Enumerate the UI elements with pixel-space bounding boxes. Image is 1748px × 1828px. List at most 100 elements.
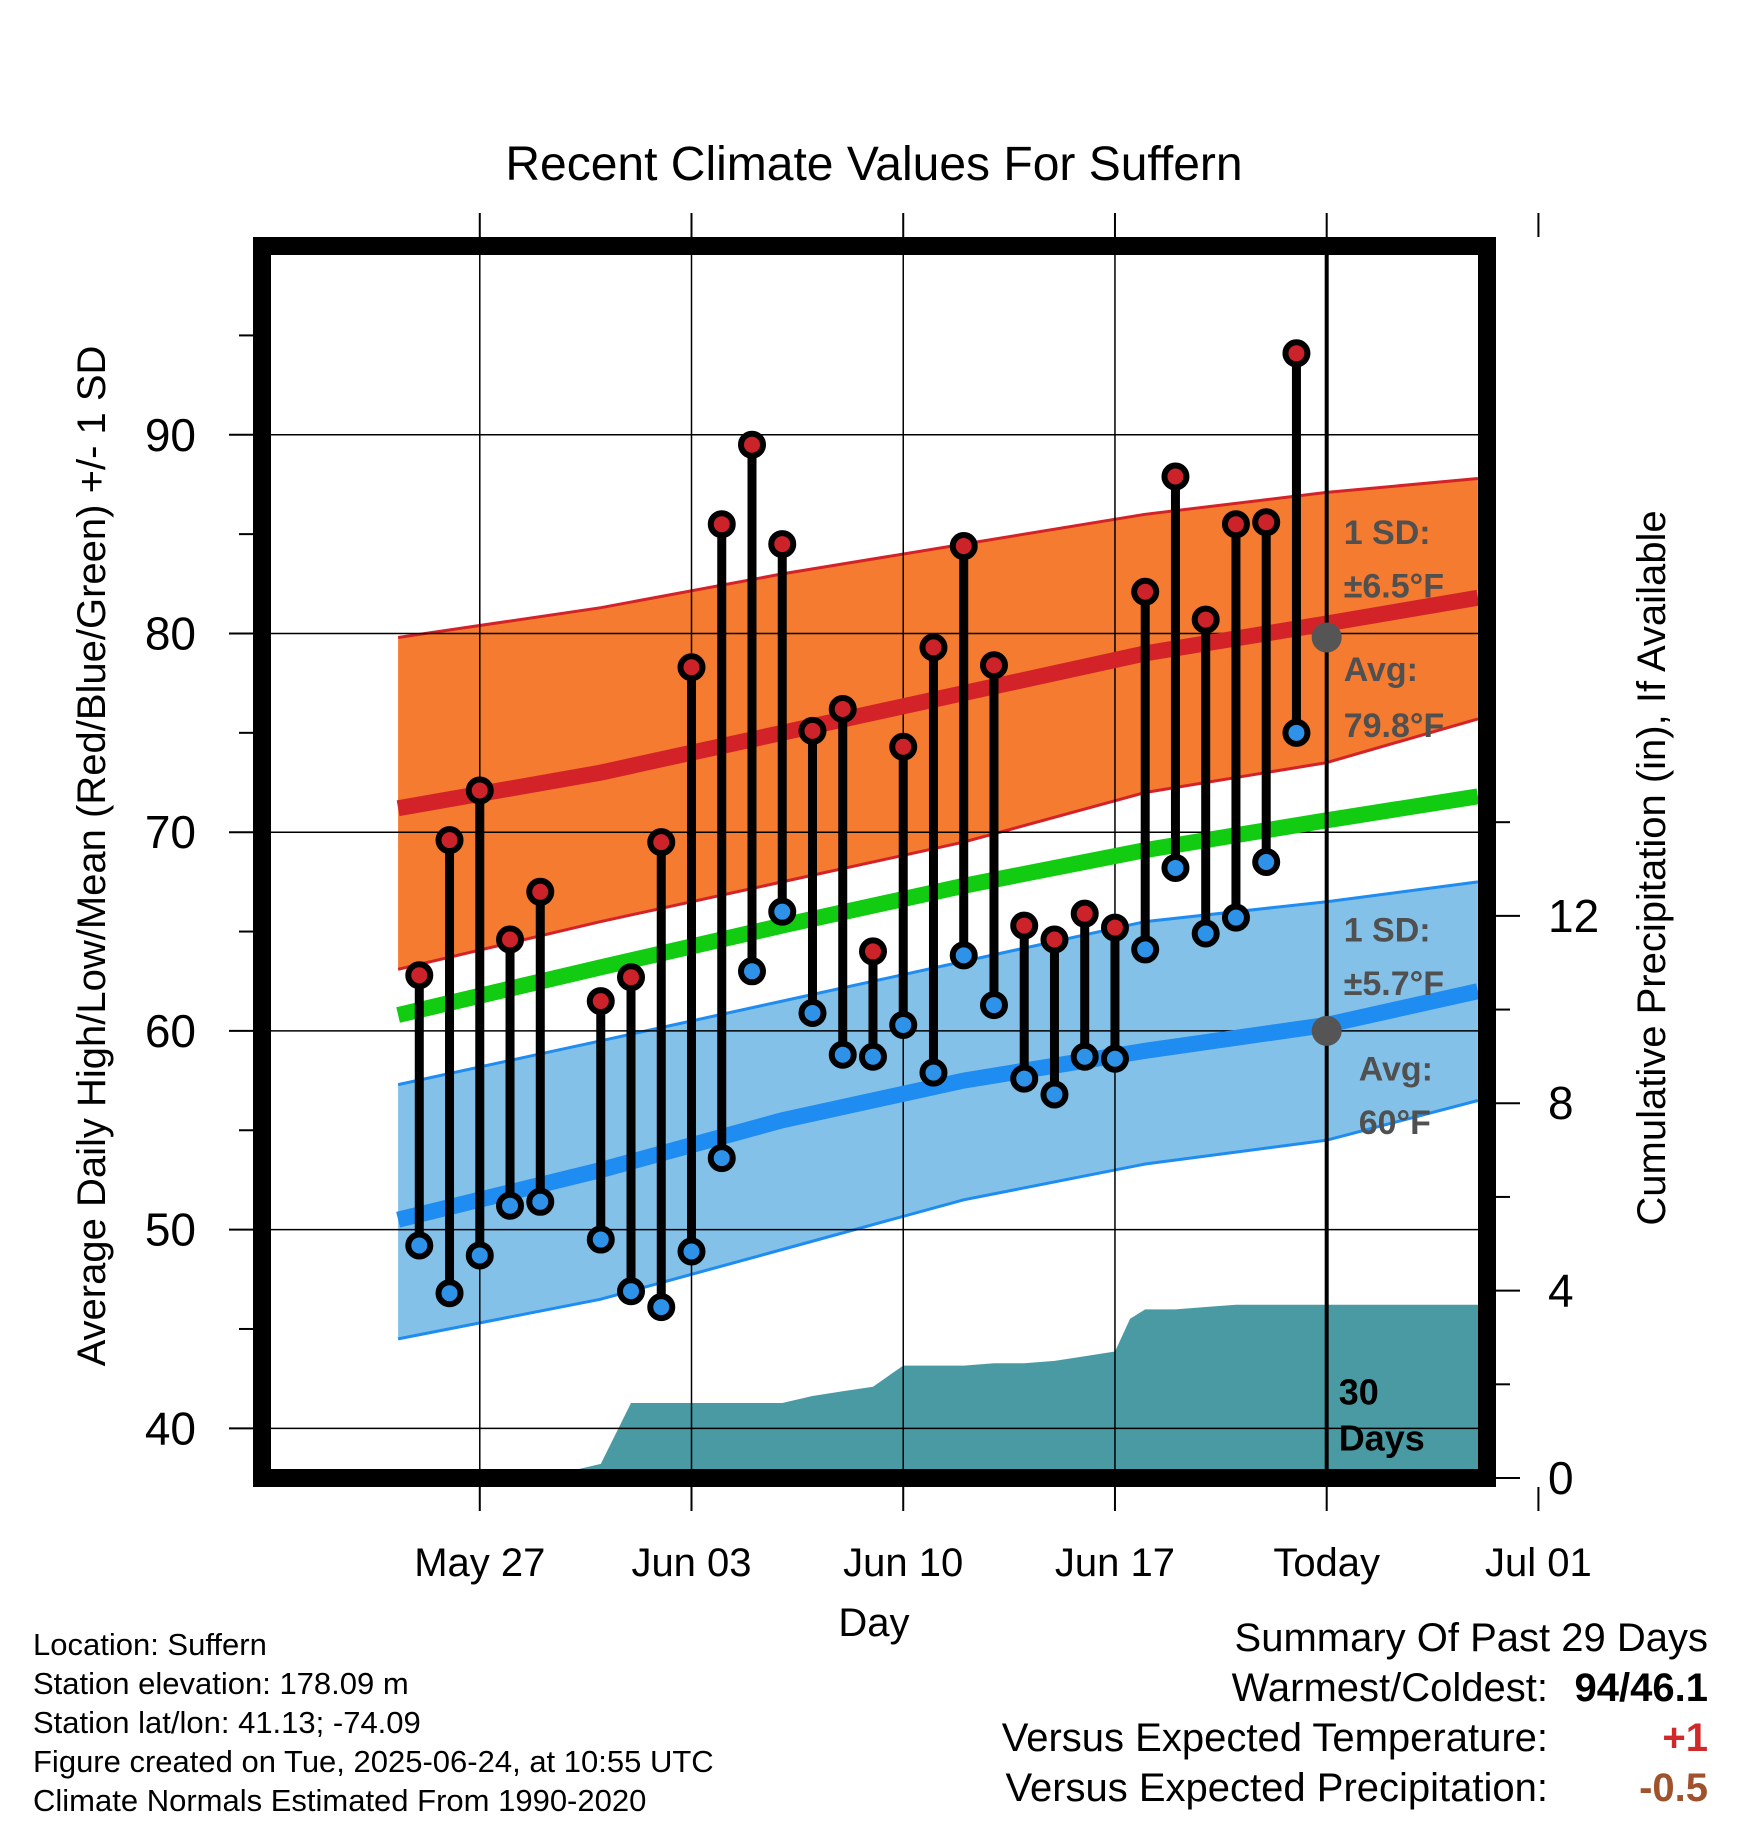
daily-high-point (738, 430, 766, 459)
daily-high-point (496, 925, 525, 954)
daily-high-point (1131, 577, 1160, 606)
daily-low-point (1221, 903, 1250, 932)
daily-low-point (496, 1191, 525, 1220)
daily-high-point (1070, 899, 1099, 928)
today-days-label: 30 Days (1339, 1371, 1425, 1458)
high-avg-label: Avg: (1344, 651, 1418, 689)
daily-low-point (738, 957, 766, 986)
daily-low-point (1010, 1064, 1039, 1093)
info-elevation: Station elevation: 178.09 m (33, 1666, 409, 1701)
daily-low-point (889, 1010, 918, 1039)
summary-warmest-row: Warmest/Coldest: 94/46.1 (808, 1663, 1708, 1713)
daily-low-point (1131, 935, 1160, 964)
daily-high-point (768, 530, 797, 559)
daily-high-point (1040, 925, 1069, 954)
daily-high-point (979, 651, 1008, 680)
chart-title: Recent Climate Values For Suffern (505, 138, 1242, 191)
x-tick-label: Jun 17 (1055, 1541, 1175, 1585)
daily-low-point (1252, 848, 1281, 876)
daily-high-point (405, 961, 434, 990)
daily-low-point (858, 1042, 887, 1071)
daily-high-point (465, 776, 494, 805)
daily-low-point (405, 1231, 434, 1260)
daily-high-point (1010, 911, 1039, 940)
low-sd-value: ±5.7°F (1344, 965, 1444, 1003)
daily-low-point (828, 1040, 857, 1069)
summary-panel: Summary Of Past 29 Days Warmest/Coldest:… (808, 1613, 1708, 1813)
daily-high-point (435, 826, 464, 855)
x-tick-label: Jun 03 (631, 1541, 751, 1585)
low-sd-label: 1 SD: (1344, 911, 1431, 949)
daily-low-point (647, 1293, 676, 1322)
daily-high-point (1252, 508, 1281, 537)
info-normals: Climate Normals Estimated From 1990-2020 (33, 1783, 647, 1818)
precip-departure-label: Versus Expected Precipitation: (1005, 1766, 1548, 1810)
daily-high-point (798, 716, 827, 745)
daily-high-point (526, 877, 555, 906)
daily-high-point (889, 732, 918, 761)
y2-tick-label: 4 (1548, 1265, 1574, 1317)
y-tick-label: 70 (145, 806, 196, 858)
daily-low-point (465, 1241, 494, 1270)
high-avg-dot (1311, 622, 1342, 653)
info-latlon: Station lat/lon: 41.13; -74.09 (33, 1705, 421, 1740)
daily-low-point (798, 999, 827, 1028)
daily-low-point (707, 1144, 736, 1173)
y2-tick-label: 12 (1548, 890, 1599, 942)
daily-low-point (435, 1279, 464, 1308)
low-avg-value: 60°F (1359, 1104, 1431, 1142)
x-tick-label: Jun 10 (843, 1541, 963, 1585)
precip-departure-value: -0.5 (1639, 1766, 1708, 1810)
daily-low-point (1070, 1042, 1099, 1071)
daily-high-point (1191, 605, 1220, 634)
temp-departure-value: +1 (1662, 1716, 1708, 1760)
station-info: Location: Suffern Station elevation: 178… (33, 1625, 714, 1820)
daily-high-point (949, 532, 978, 561)
daily-high-point (828, 694, 857, 723)
daily-high-point (1282, 339, 1311, 368)
daily-low-point (1100, 1044, 1129, 1073)
daily-low-point (1161, 853, 1190, 882)
warmest-value: 94/46.1 (1574, 1666, 1708, 1710)
daily-low-point (586, 1225, 615, 1254)
summary-precip-row: Versus Expected Precipitation: -0.5 (808, 1763, 1708, 1813)
x-tick-label: Jul 01 (1485, 1541, 1592, 1585)
x-tick-label: Today (1273, 1541, 1380, 1585)
daily-high-point (707, 510, 736, 539)
daily-low-point (1040, 1080, 1069, 1109)
precip-area (262, 1304, 1487, 1478)
daily-low-point (617, 1277, 646, 1306)
daily-high-point (1100, 913, 1129, 942)
daily-high-point (1221, 510, 1250, 539)
y-axis-label: Average Daily High/Low/Mean (Red/Blue/Gr… (70, 346, 114, 1367)
y-tick-label: 50 (145, 1204, 196, 1256)
daily-high-point (617, 963, 646, 992)
daily-low-point (677, 1237, 706, 1266)
low-sd-band (398, 881, 1478, 1339)
x-tick-label: May 27 (414, 1541, 545, 1585)
daily-high-point (919, 633, 948, 662)
info-created: Figure created on Tue, 2025-06-24, at 10… (33, 1744, 714, 1779)
y-tick-label: 40 (145, 1402, 196, 1454)
info-location: Location: Suffern (33, 1627, 267, 1662)
summary-title: Summary Of Past 29 Days (1234, 1616, 1708, 1660)
x-axis-label: Day (838, 1601, 909, 1645)
daily-high-point (858, 937, 887, 966)
daily-low-point (919, 1058, 948, 1087)
low-avg-dot (1311, 1015, 1342, 1046)
high-avg-value: 79.8°F (1344, 707, 1445, 745)
high-sd-value: ±6.5°F (1344, 568, 1444, 606)
y-tick-label: 80 (145, 607, 196, 659)
high-sd-label: 1 SD: (1344, 514, 1431, 552)
daily-low-point (1282, 718, 1311, 747)
y-tick-label: 60 (145, 1005, 196, 1057)
y2-tick-label: 8 (1548, 1077, 1574, 1129)
daily-low-point (526, 1187, 555, 1216)
y-tick-label: 90 (145, 409, 196, 461)
daily-high-point (1161, 462, 1190, 491)
daily-low-point (949, 941, 978, 970)
daily-low-point (979, 991, 1008, 1020)
warmest-label: Warmest/Coldest: (1231, 1666, 1548, 1710)
plot-frame (253, 237, 1496, 1487)
